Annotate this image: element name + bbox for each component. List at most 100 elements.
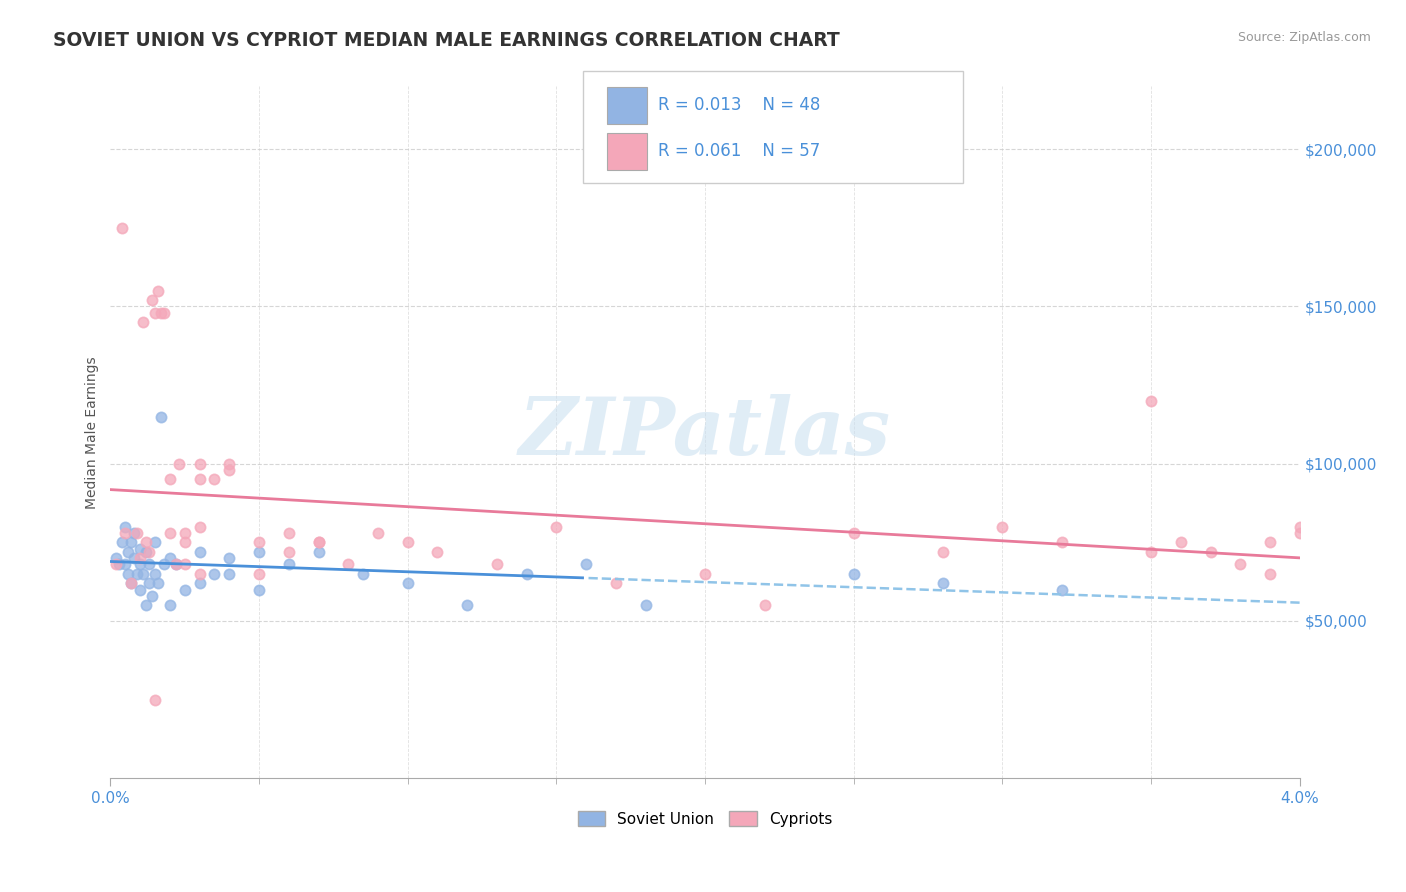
Point <box>218 457 240 471</box>
Point <box>188 457 211 471</box>
Y-axis label: Median Male Earnings: Median Male Earnings <box>86 356 100 508</box>
Point <box>129 541 152 556</box>
Point <box>135 599 157 613</box>
Point <box>188 576 211 591</box>
Point <box>1288 525 1310 540</box>
Point <box>605 576 627 591</box>
Point <box>634 599 657 613</box>
Point <box>396 535 419 549</box>
Point <box>135 545 157 559</box>
Point <box>127 525 149 540</box>
Point <box>1258 566 1281 581</box>
Point <box>159 473 181 487</box>
Point <box>129 582 152 597</box>
Point <box>247 535 270 549</box>
Point <box>114 525 136 540</box>
Point <box>122 525 145 540</box>
Point <box>337 558 360 572</box>
Point <box>308 545 330 559</box>
Point <box>159 599 181 613</box>
Point <box>352 566 374 581</box>
Point <box>173 582 195 597</box>
Point <box>159 525 181 540</box>
Point <box>120 576 142 591</box>
Point <box>575 558 598 572</box>
Point <box>1199 545 1222 559</box>
Point <box>138 545 160 559</box>
Point <box>456 599 478 613</box>
Point <box>108 558 131 572</box>
Point <box>1140 545 1163 559</box>
Point <box>204 566 226 581</box>
Point <box>842 566 865 581</box>
Point <box>111 535 134 549</box>
Point <box>396 576 419 591</box>
Point <box>143 566 166 581</box>
Point <box>135 535 157 549</box>
Point <box>367 525 389 540</box>
Text: R = 0.013    N = 48: R = 0.013 N = 48 <box>658 96 820 114</box>
Point <box>247 545 270 559</box>
Point <box>426 545 449 559</box>
Point <box>173 535 195 549</box>
Point <box>114 558 136 572</box>
Text: ZIPatlas: ZIPatlas <box>519 393 891 471</box>
Point <box>143 306 166 320</box>
Point <box>132 315 155 329</box>
Point <box>165 558 187 572</box>
Point <box>146 576 169 591</box>
Point <box>247 566 270 581</box>
Point <box>1140 393 1163 408</box>
Point <box>149 306 172 320</box>
Point <box>138 558 160 572</box>
Point <box>114 519 136 533</box>
Point <box>842 525 865 540</box>
Point <box>146 284 169 298</box>
Point <box>188 566 211 581</box>
Point <box>138 576 160 591</box>
Point <box>1229 558 1251 572</box>
Point <box>204 473 226 487</box>
Text: SOVIET UNION VS CYPRIOT MEDIAN MALE EARNINGS CORRELATION CHART: SOVIET UNION VS CYPRIOT MEDIAN MALE EARN… <box>53 31 841 50</box>
Point <box>143 535 166 549</box>
Point <box>516 566 538 581</box>
Point <box>485 558 508 572</box>
Point <box>120 535 142 549</box>
Point <box>167 457 190 471</box>
Point <box>165 558 187 572</box>
Point <box>153 306 176 320</box>
Text: R = 0.061    N = 57: R = 0.061 N = 57 <box>658 143 820 161</box>
Point <box>932 576 955 591</box>
Point <box>105 558 128 572</box>
Point <box>188 545 211 559</box>
Point <box>153 558 176 572</box>
Point <box>120 576 142 591</box>
Point <box>247 582 270 597</box>
Point <box>754 599 776 613</box>
Point <box>143 692 166 706</box>
Point <box>1050 582 1073 597</box>
Point <box>173 525 195 540</box>
Point <box>132 566 155 581</box>
Point <box>218 463 240 477</box>
Point <box>122 551 145 566</box>
Point <box>173 558 195 572</box>
Point <box>188 519 211 533</box>
Point <box>546 519 568 533</box>
Point <box>105 551 128 566</box>
Point <box>218 551 240 566</box>
Point <box>218 566 240 581</box>
Point <box>141 589 163 603</box>
Point <box>129 551 152 566</box>
Point <box>149 409 172 424</box>
Legend: Soviet Union, Cypriots: Soviet Union, Cypriots <box>571 805 838 833</box>
Point <box>1288 519 1310 533</box>
Point <box>117 566 139 581</box>
Point <box>308 535 330 549</box>
Point <box>991 519 1014 533</box>
Point <box>127 566 149 581</box>
Point <box>277 525 299 540</box>
Point <box>141 293 163 308</box>
Point <box>188 473 211 487</box>
Point <box>932 545 955 559</box>
